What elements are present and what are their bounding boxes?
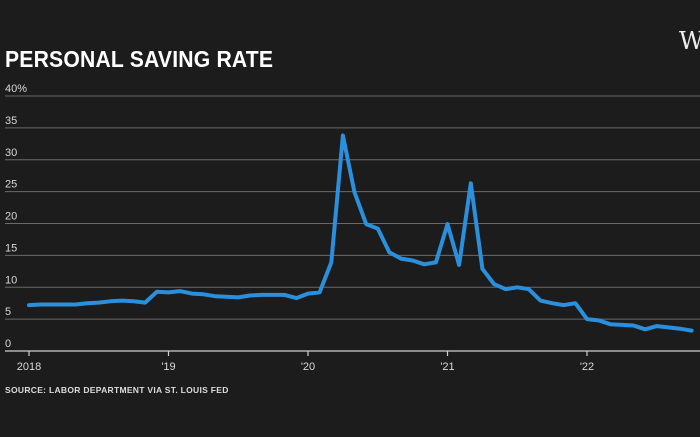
- chart-title: PERSONAL SAVING RATE: [5, 46, 274, 72]
- x-tick-label: '20: [301, 361, 315, 373]
- y-tick-label: 5: [5, 306, 11, 318]
- y-tick-label: 35: [5, 115, 17, 127]
- y-axis-ticks: 0 5 10 15 20 25 30 35 40%: [5, 83, 27, 350]
- publisher-logo: W: [679, 27, 700, 55]
- y-tick-label: 0: [5, 338, 11, 350]
- y-tick-label: 15: [5, 242, 17, 254]
- x-tick-label: '21: [440, 361, 454, 373]
- series-layer: [27, 133, 694, 333]
- x-axis-ticks: 2018 '19 '20 '21 '22: [17, 351, 594, 373]
- gridlines: [5, 95, 700, 352]
- y-tick-label: 40%: [5, 83, 27, 95]
- y-tick-label: 20: [5, 211, 17, 223]
- saving-rate-line: [27, 133, 694, 333]
- y-tick-label: 25: [5, 179, 17, 191]
- x-tick-label: '19: [161, 361, 175, 373]
- x-tick-label: 2018: [17, 361, 41, 373]
- x-tick-label: '22: [580, 361, 594, 373]
- y-tick-label: 10: [5, 274, 17, 286]
- source-note: SOURCE: LABOR DEPARTMENT VIA ST. LOUIS F…: [5, 385, 229, 395]
- y-tick-label: 30: [5, 147, 17, 159]
